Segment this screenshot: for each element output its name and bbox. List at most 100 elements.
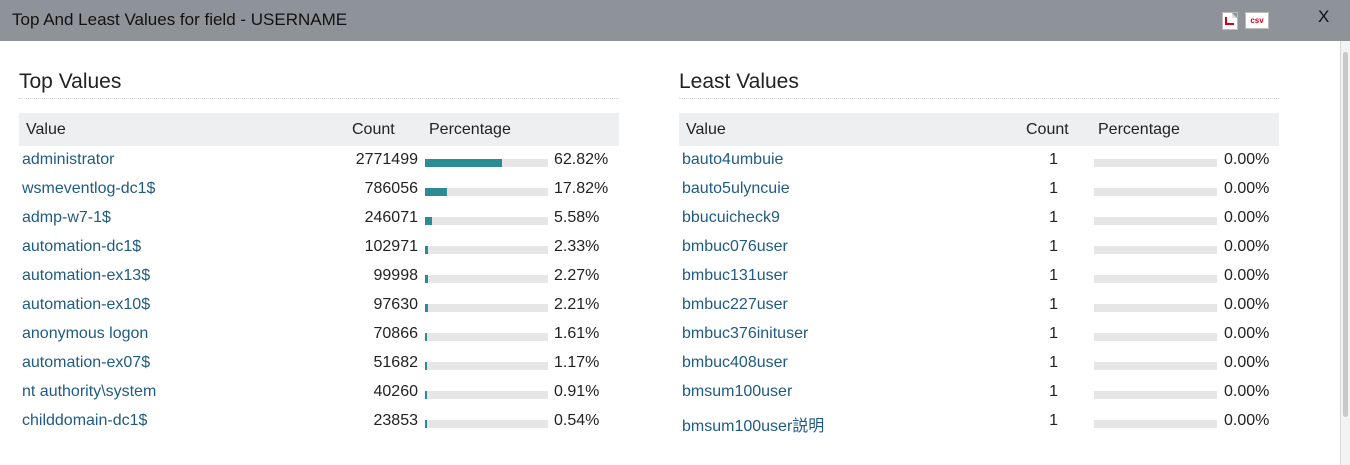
table-row: nt authority\system 40260 0.91% <box>19 378 619 407</box>
percentage-cell: 0.00% <box>1224 383 1270 400</box>
count-cell: 1 <box>1049 383 1058 400</box>
table-row: bmsum100user説明 1 0.00% <box>679 407 1279 436</box>
count-cell: 70866 <box>373 325 419 342</box>
value-link[interactable]: bmsum100user説明 <box>682 418 825 435</box>
count-cell: 1 <box>1049 180 1058 197</box>
pdf-icon-mark <box>1225 17 1234 25</box>
percentage-bar <box>1094 304 1217 312</box>
percentage-bar <box>1094 246 1217 254</box>
percentage-bar <box>1094 362 1217 370</box>
value-link[interactable]: administrator <box>22 151 115 168</box>
percentage-bar <box>425 217 548 225</box>
percentage-bar <box>1094 420 1217 428</box>
value-link[interactable]: admp-w7-1$ <box>22 209 111 226</box>
count-cell: 40260 <box>373 383 419 400</box>
least-values-heading: Least Values <box>679 68 1279 99</box>
count-column-header: Count <box>352 121 395 138</box>
percentage-bar <box>425 275 548 283</box>
value-link[interactable]: automation-ex10$ <box>22 296 151 313</box>
value-link[interactable]: bmbuc076user <box>682 238 788 255</box>
table-row: automation-dc1$ 102971 2.33% <box>19 233 619 262</box>
count-cell: 786056 <box>364 180 418 197</box>
percentage-cell: 2.33% <box>554 238 600 255</box>
percentage-cell: 2.27% <box>554 267 600 284</box>
table-row: anonymous logon 70866 1.61% <box>19 320 619 349</box>
table-row: administrator 2771499 62.82% <box>19 146 619 175</box>
value-link[interactable]: bmbuc408user <box>682 354 788 371</box>
table-row: bauto5ulyncuie 1 0.00% <box>679 175 1279 204</box>
percentage-cell: 0.00% <box>1224 151 1270 168</box>
percentage-bar-fill <box>425 391 427 399</box>
percentage-bar <box>425 362 548 370</box>
percentage-bar-fill <box>425 420 427 428</box>
table-row: automation-ex07$ 51682 1.17% <box>19 349 619 378</box>
count-cell: 51682 <box>373 354 419 371</box>
percentage-bar-fill <box>425 217 432 225</box>
value-link[interactable]: anonymous logon <box>22 325 149 342</box>
count-cell: 1 <box>1049 412 1058 429</box>
percentage-cell: 0.91% <box>554 383 600 400</box>
table-row: bmbuc131user 1 0.00% <box>679 262 1279 291</box>
percentage-bar <box>425 391 548 399</box>
value-link[interactable]: wsmeventlog-dc1$ <box>22 180 156 197</box>
value-link[interactable]: bmbuc227user <box>682 296 788 313</box>
value-link[interactable]: bmsum100user <box>682 383 793 400</box>
value-column-header: Value <box>686 121 726 138</box>
pdf-export-icon[interactable] <box>1222 12 1238 30</box>
close-button[interactable]: X <box>1318 7 1330 26</box>
value-link[interactable]: automation-dc1$ <box>22 238 142 255</box>
dialog-right-border <box>1340 41 1341 465</box>
table-row: admp-w7-1$ 246071 5.58% <box>19 204 619 233</box>
top-values-rows: administrator 2771499 62.82% wsmeventlog-dc… <box>19 146 619 436</box>
csv-export-icon[interactable]: csv <box>1245 12 1269 29</box>
count-cell: 1 <box>1049 209 1058 226</box>
percentage-bar <box>425 246 548 254</box>
count-cell: 246071 <box>364 209 418 226</box>
percentage-bar <box>1094 333 1217 341</box>
percentage-bar <box>425 333 548 341</box>
value-link[interactable]: nt authority\system <box>22 383 157 400</box>
percentage-bar-fill <box>425 333 427 341</box>
percentage-cell: 17.82% <box>554 180 609 197</box>
percentage-cell: 0.00% <box>1224 296 1270 313</box>
least-values-table-header: Value Count Percentage <box>679 113 1279 146</box>
value-link[interactable]: bmbuc376inituser <box>682 325 809 342</box>
value-link[interactable]: automation-ex07$ <box>22 354 151 371</box>
count-cell: 1 <box>1049 151 1058 168</box>
percentage-bar-fill <box>425 159 503 167</box>
percentage-cell: 5.58% <box>554 209 600 226</box>
count-column-header: Count <box>1026 121 1069 138</box>
percentage-bar <box>425 159 548 167</box>
percentage-bar <box>1094 275 1217 283</box>
dialog-title: Top And Least Values for field - USERNAM… <box>12 10 348 29</box>
count-cell: 2771499 <box>355 151 418 168</box>
percentage-bar <box>1094 188 1217 196</box>
table-row: bmsum100user 1 0.00% <box>679 378 1279 407</box>
scrollbar-thumb[interactable] <box>1343 52 1348 417</box>
percentage-cell: 62.82% <box>554 151 609 168</box>
percentage-cell: 0.00% <box>1224 209 1270 226</box>
least-values-panel: Least Values Value Count Percentage baut… <box>679 68 1279 436</box>
value-link[interactable]: bauto4umbuie <box>682 151 784 168</box>
percentage-cell: 0.54% <box>554 412 600 429</box>
pdf-icon-fold <box>1232 13 1237 18</box>
count-cell: 1 <box>1049 354 1058 371</box>
percentage-bar-fill <box>425 362 427 370</box>
least-values-rows: bauto4umbuie 1 0.00% bauto5ulyncuie 1 0.00% bb… <box>679 146 1279 436</box>
percentage-cell: 1.17% <box>554 354 600 371</box>
table-row: bmbuc076user 1 0.00% <box>679 233 1279 262</box>
percentage-bar <box>425 188 548 196</box>
value-link[interactable]: bmbuc131user <box>682 267 788 284</box>
table-row: automation-ex13$ 99998 2.27% <box>19 262 619 291</box>
value-link[interactable]: childdomain-dc1$ <box>22 412 148 429</box>
percentage-bar-fill <box>425 246 428 254</box>
value-link[interactable]: automation-ex13$ <box>22 267 151 284</box>
percentage-bar <box>425 304 548 312</box>
value-link[interactable]: bbucuicheck9 <box>682 209 780 226</box>
value-link[interactable]: bauto5ulyncuie <box>682 180 790 197</box>
top-values-table-header: Value Count Percentage <box>19 113 619 146</box>
count-cell: 99998 <box>373 267 419 284</box>
percentage-cell: 0.00% <box>1224 354 1270 371</box>
table-row: bbucuicheck9 1 0.00% <box>679 204 1279 233</box>
percentage-cell: 0.00% <box>1224 267 1270 284</box>
